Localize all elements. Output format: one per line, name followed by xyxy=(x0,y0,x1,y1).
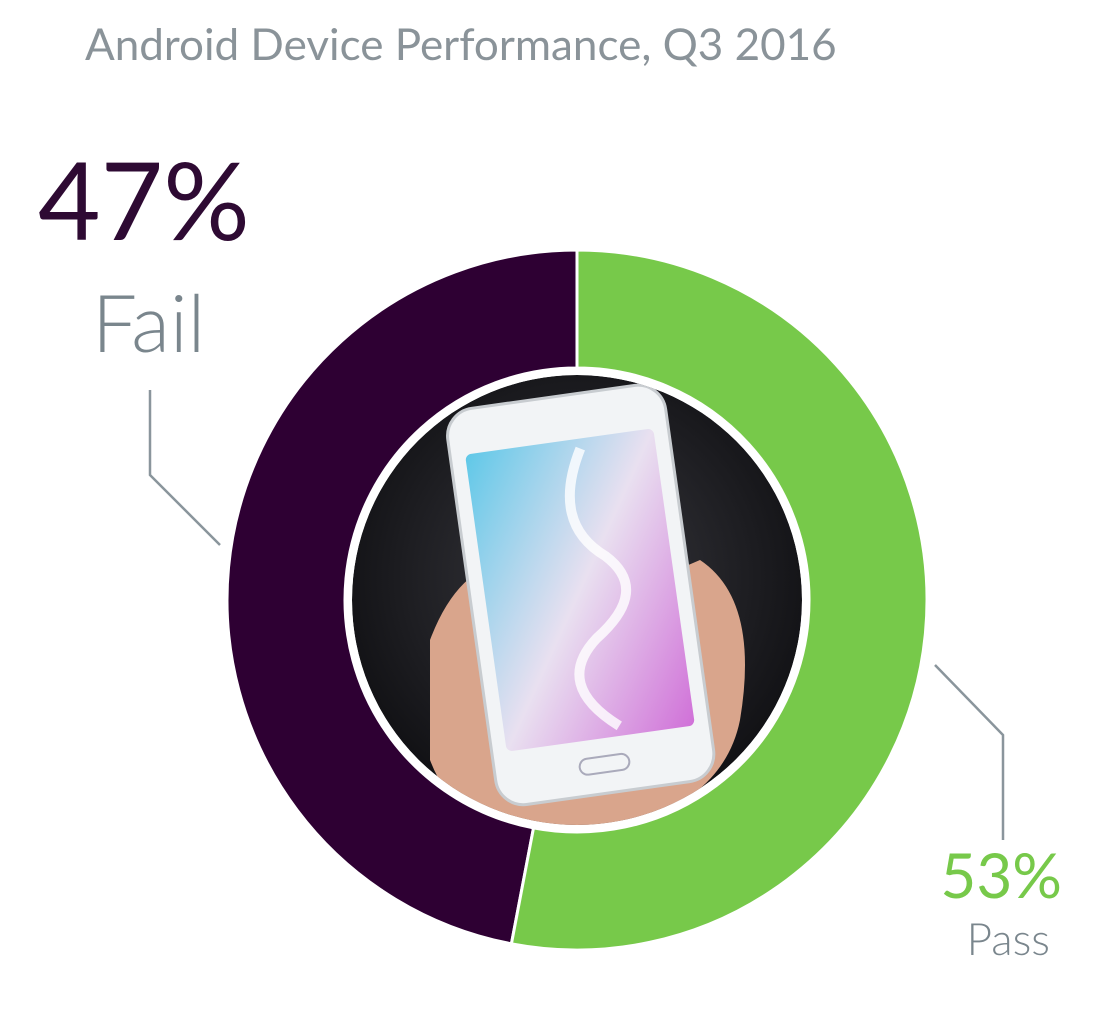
chart-title: Android Device Performance, Q3 2016 xyxy=(85,18,837,70)
center-photo xyxy=(352,375,802,825)
leader-line xyxy=(934,664,1005,840)
donut-slice xyxy=(509,248,929,952)
leader-line xyxy=(148,390,221,546)
category-label: Pass xyxy=(967,913,1050,965)
value-label: 47% xyxy=(38,134,250,264)
category-label: Fail xyxy=(92,274,205,370)
value-label: 53% xyxy=(940,838,1062,912)
donut-slice xyxy=(225,248,579,946)
